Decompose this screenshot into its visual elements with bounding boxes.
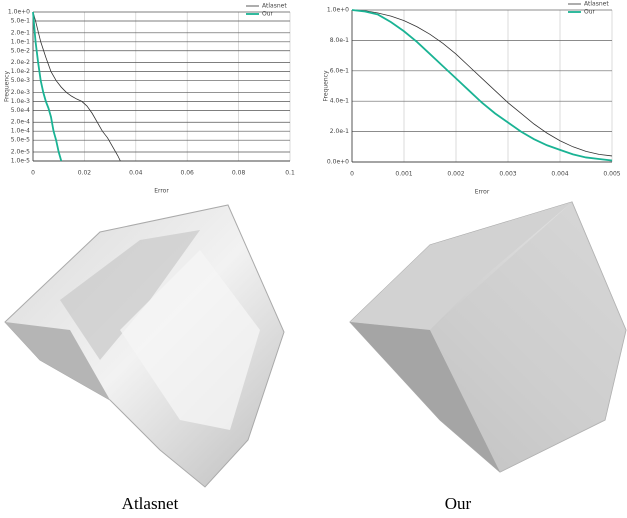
x-axis-label: Error	[475, 189, 490, 196]
x-tick-label: 0.02	[78, 170, 92, 177]
x-tick-label: 0.004	[551, 171, 568, 178]
x-tick-label: 0.005	[603, 171, 620, 178]
figure: Atlasnet Our 00.020.040.060.080.11.0e+05…	[0, 0, 627, 518]
x-tick-label: 0	[31, 170, 35, 177]
y-tick-label: 5.0e-3	[11, 77, 30, 84]
caption: Our	[445, 494, 472, 513]
y-axis-label: Frequency	[4, 71, 11, 102]
y-tick-label: 2.0e-3	[11, 89, 30, 96]
y-tick-label: 1.0e-2	[11, 68, 30, 75]
y-tick-label: 2.0e-2	[11, 59, 30, 66]
y-tick-label: 4.0e-1	[330, 98, 349, 105]
y-tick-label: 1.0e-3	[11, 98, 30, 105]
y-tick-label: 0.0e+0	[327, 159, 349, 166]
x-tick-label: 0.002	[447, 171, 464, 178]
y-tick-label: 5.0e-4	[11, 107, 30, 114]
y-tick-label: 1.0e-4	[11, 128, 30, 135]
x-tick-label: 0.003	[499, 171, 516, 178]
y-tick-label: 2.0e-4	[11, 119, 30, 126]
line-series	[33, 12, 120, 161]
x-tick-label: 0	[350, 171, 354, 178]
x-tick-label: 0.001	[395, 171, 412, 178]
legend-label: Atlasnet	[262, 3, 287, 10]
x-tick-label: 0.06	[181, 170, 195, 177]
y-tick-label: 5.0e-1	[11, 17, 30, 24]
y-tick-label: 6.0e-1	[330, 67, 349, 74]
atlasnet-render	[5, 205, 284, 487]
y-axis-label: Frequency	[323, 70, 330, 101]
our-render	[350, 202, 626, 472]
y-tick-label: 1.0e-1	[11, 38, 30, 45]
legend-label: Atlasnet	[584, 1, 609, 8]
line-series	[352, 10, 612, 156]
y-tick-label: 1.0e+0	[327, 7, 349, 14]
y-tick-label: 2.0e-1	[330, 128, 349, 135]
x-tick-label: 0.1	[285, 170, 295, 177]
y-tick-label: 8.0e-1	[330, 37, 349, 44]
y-tick-label: 1.0e-5	[11, 158, 30, 165]
y-tick-label: 2.0e-5	[11, 149, 30, 156]
x-tick-label: 0.04	[129, 170, 143, 177]
x-tick-label: 0.08	[232, 170, 246, 177]
y-tick-label: 1.0e+0	[8, 9, 30, 16]
line-series	[352, 10, 612, 160]
y-tick-label: 5.0e-2	[11, 47, 30, 54]
y-tick-label: 2.0e-1	[11, 29, 30, 36]
caption: Atlasnet	[122, 494, 179, 513]
x-axis-label: Error	[154, 188, 169, 195]
line-series	[33, 12, 61, 161]
legend-label: Our	[584, 9, 596, 16]
y-tick-label: 5.0e-5	[11, 137, 30, 144]
legend-label: Our	[262, 11, 274, 18]
